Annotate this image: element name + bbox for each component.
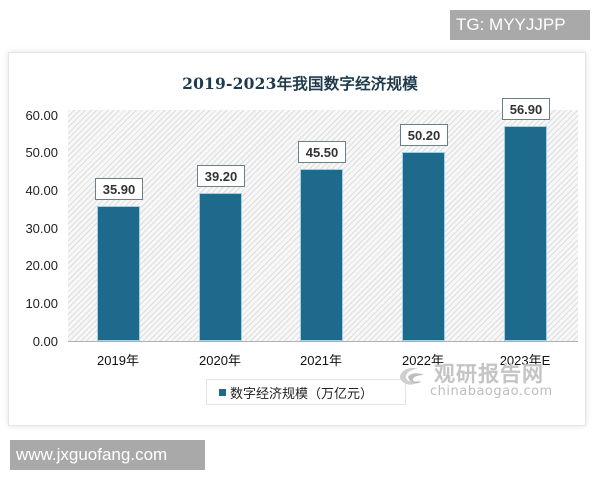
- bar-2021: [300, 169, 343, 341]
- value-label: 39.20: [197, 165, 245, 187]
- watermark: 观研报告网 chinabaogao.com: [396, 358, 576, 404]
- y-tick: 60.00: [25, 108, 58, 123]
- legend-swatch-icon: [219, 388, 226, 396]
- y-tick: 10.00: [25, 296, 58, 311]
- bar-2019: [97, 206, 140, 341]
- bar-2022: [402, 152, 445, 341]
- y-tick: 20.00: [25, 258, 58, 273]
- url-overlay: www.jxguofang.com: [10, 440, 205, 470]
- value-label: 35.90: [95, 178, 143, 200]
- y-tick: 30.00: [25, 221, 58, 236]
- bar-2020: [199, 193, 242, 341]
- x-tick: 2022年: [402, 353, 444, 368]
- x-tick: 2020年: [199, 353, 241, 368]
- tg-overlay: TG: MYYJJPP: [450, 10, 590, 40]
- watermark-en: chinabaogao.com: [430, 384, 553, 399]
- value-label: 56.90: [502, 98, 550, 120]
- x-tick: 2021年: [300, 353, 342, 368]
- chart-title: 2019-2023年我国数字经济规模: [182, 74, 418, 93]
- bar-2023e: [504, 126, 547, 341]
- watermark-cn: 观研报告网: [434, 362, 544, 386]
- legend-label: 数字经济规模（万亿元）: [230, 386, 374, 402]
- y-tick: 40.00: [25, 183, 58, 198]
- value-label: 45.50: [298, 141, 346, 163]
- x-tick: 2023年E: [499, 353, 551, 368]
- y-tick: 0.00: [32, 334, 58, 349]
- value-label: 50.20: [400, 124, 448, 146]
- chinabaogao-logo-icon: [400, 368, 424, 385]
- y-tick: 50.00: [25, 145, 58, 160]
- x-tick: 2019年: [97, 353, 139, 368]
- legend: 数字经济规模（万亿元）: [206, 379, 406, 405]
- x-axis-line: [68, 341, 578, 342]
